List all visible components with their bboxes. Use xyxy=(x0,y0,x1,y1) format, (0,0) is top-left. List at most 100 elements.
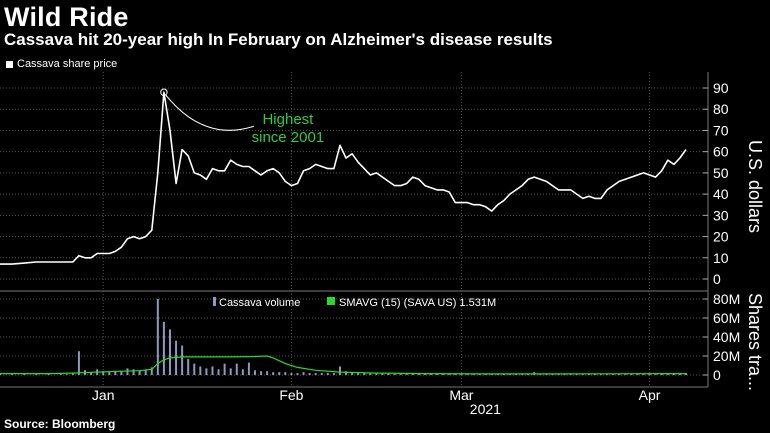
volume-bar xyxy=(393,374,396,375)
volume-bar xyxy=(351,373,354,375)
peak-marker xyxy=(160,88,168,96)
price-tick-label: 90 xyxy=(713,80,729,96)
price-legend: Cassava share price xyxy=(6,58,117,70)
volume-bar xyxy=(454,374,457,375)
annotation-line2: since 2001 xyxy=(252,129,325,146)
volume-bar xyxy=(381,373,384,375)
smavg-line xyxy=(0,355,686,375)
price-tick-label: 60 xyxy=(713,144,729,160)
volume-bar xyxy=(71,373,74,375)
volume-tick-label: 0 xyxy=(713,367,721,383)
volume-bar xyxy=(399,374,402,375)
x-tick-label: Feb xyxy=(279,387,303,403)
smavg-legend-swatch xyxy=(327,297,335,305)
volume-bar xyxy=(618,374,621,375)
price-tick-label: 70 xyxy=(713,122,729,138)
volume-bar xyxy=(375,373,378,375)
volume-bar xyxy=(545,374,548,375)
volume-bar xyxy=(235,363,238,375)
price-legend-swatch xyxy=(6,60,13,68)
volume-bar xyxy=(338,366,341,375)
price-tick-label: 30 xyxy=(713,207,729,223)
annotation-leader xyxy=(165,94,255,131)
volume-bar xyxy=(223,363,226,375)
annotation-line1: Highest xyxy=(262,111,314,128)
volume-bar xyxy=(624,374,627,375)
volume-bar xyxy=(253,370,256,375)
volume-bar xyxy=(156,299,159,375)
volume-bar xyxy=(502,374,505,375)
volume-bar xyxy=(77,351,80,375)
volume-bar xyxy=(150,367,153,375)
chart-subtitle: Cassava hit 20-year high In February on … xyxy=(4,30,553,49)
price-tick-label: 40 xyxy=(713,186,729,202)
volume-bar xyxy=(199,366,202,375)
volume-bar xyxy=(102,371,105,375)
volume-bar xyxy=(515,374,518,375)
volume-bar xyxy=(478,374,481,375)
volume-bar xyxy=(490,374,493,375)
volume-tick-label: 80M xyxy=(713,291,740,307)
price-axis-title: U.S. dollars xyxy=(745,140,765,233)
volume-bar xyxy=(266,371,269,375)
volume-bar xyxy=(484,374,487,375)
volume-bar xyxy=(114,371,117,375)
volume-bar xyxy=(593,373,596,375)
volume-tick-label: 60M xyxy=(713,310,740,326)
volume-bar xyxy=(126,368,129,375)
price-tick-label: 50 xyxy=(713,165,729,181)
volume-bar xyxy=(314,373,317,375)
volume-bar xyxy=(247,362,250,375)
volume-tick-label: 40M xyxy=(713,329,740,345)
volume-bar xyxy=(23,373,26,375)
volume-bar xyxy=(363,373,366,375)
volume-bar xyxy=(551,374,554,375)
volume-bar xyxy=(11,374,14,375)
volume-bar xyxy=(672,373,675,375)
volume-bar xyxy=(0,374,1,375)
volume-bar xyxy=(569,374,572,375)
volume-bar xyxy=(132,369,135,375)
volume-bar xyxy=(581,374,584,375)
volume-bar xyxy=(563,374,566,375)
volume-bar xyxy=(636,374,639,375)
x-year-label: 2021 xyxy=(470,401,501,417)
price-tick-label: 0 xyxy=(713,271,721,287)
volume-bar xyxy=(205,368,208,375)
volume-bar xyxy=(108,372,111,375)
x-tick-label: Jan xyxy=(92,387,115,403)
volume-bar xyxy=(308,373,311,375)
source-note: Source: Bloomberg xyxy=(4,417,116,431)
volume-bar xyxy=(278,372,281,375)
volume-bar xyxy=(630,374,633,375)
volume-bar xyxy=(387,373,390,375)
volume-bar xyxy=(138,370,141,375)
volume-bar xyxy=(193,363,196,375)
volume-bar xyxy=(217,369,220,375)
volume-bar xyxy=(59,374,62,375)
volume-bar xyxy=(527,374,530,375)
volume-bar xyxy=(436,374,439,375)
price-legend-label: Cassava share price xyxy=(17,58,118,70)
volume-bar xyxy=(272,372,275,375)
volume-bar xyxy=(448,374,451,375)
volume-bar xyxy=(557,374,560,375)
volume-bar xyxy=(35,374,38,375)
price-tick-label: 80 xyxy=(713,101,729,117)
volume-bar xyxy=(320,373,323,375)
volume-bar xyxy=(539,374,542,375)
volume-bar xyxy=(648,373,651,375)
volume-bar xyxy=(442,374,445,375)
volume-axis-title: Shares tra... xyxy=(745,293,765,391)
x-tick-label: Mar xyxy=(449,387,473,403)
price-tick-label: 10 xyxy=(713,250,729,266)
volume-bar xyxy=(357,373,360,375)
volume-bar xyxy=(229,368,232,375)
volume-bar xyxy=(575,374,578,375)
volume-bar xyxy=(345,371,348,375)
volume-bar xyxy=(290,373,293,375)
volume-bar xyxy=(460,374,463,375)
volume-bar xyxy=(296,373,299,375)
volume-bar xyxy=(600,374,603,375)
